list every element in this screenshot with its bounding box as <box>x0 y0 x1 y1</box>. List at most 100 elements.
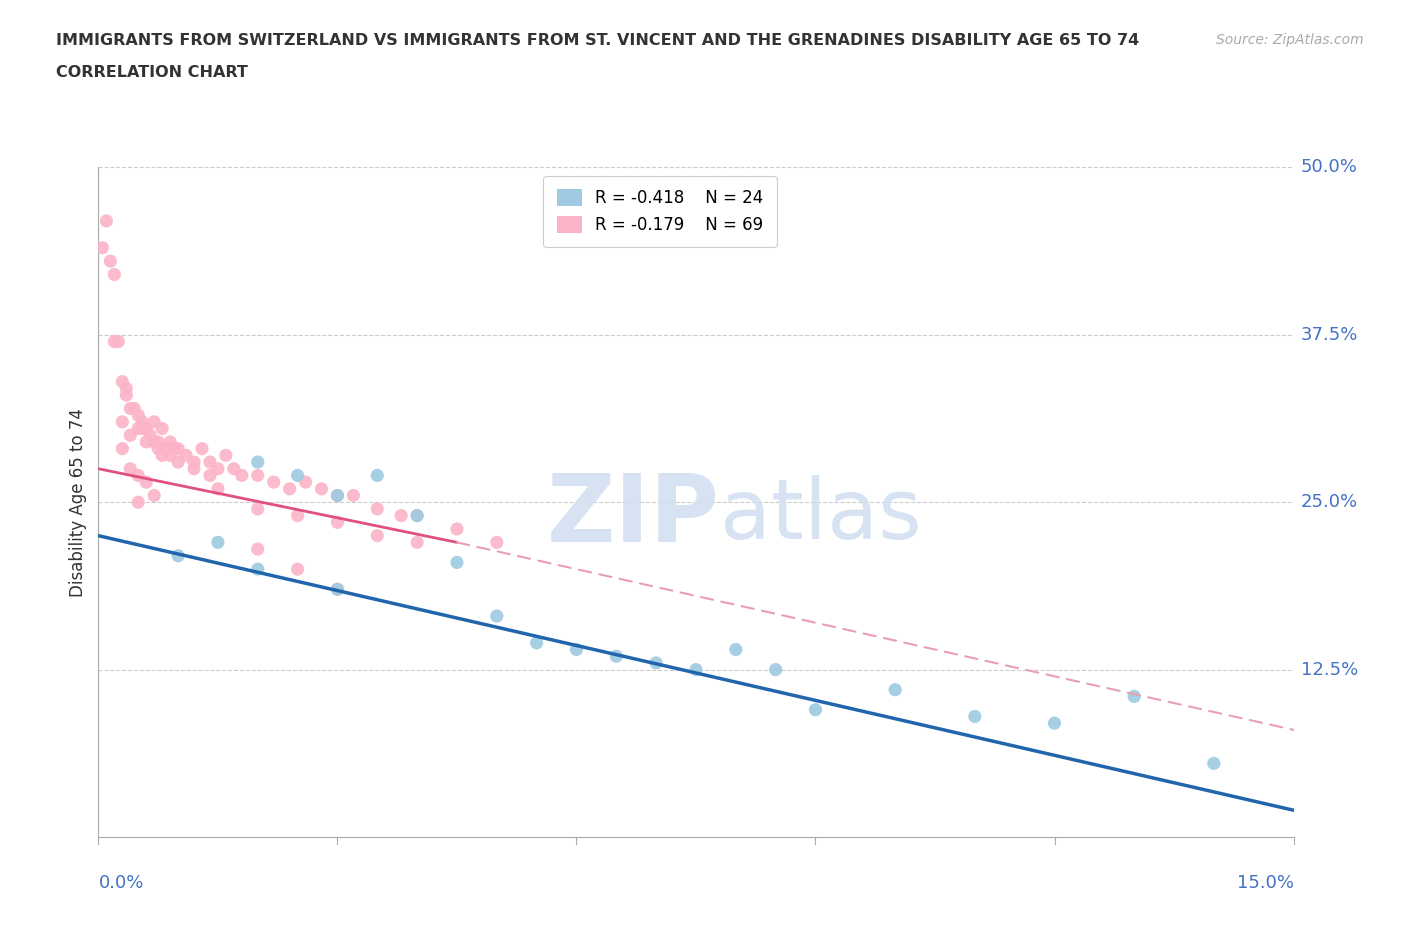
Point <box>98 254 122 269</box>
Point <box>198 455 221 470</box>
Point <box>115 388 138 403</box>
Point <box>804 702 827 717</box>
Point <box>167 441 190 456</box>
Point <box>191 441 214 456</box>
Point <box>406 508 429 523</box>
Point <box>167 549 190 564</box>
Legend: R = -0.418    N = 24, R = -0.179    N = 69: R = -0.418 N = 24, R = -0.179 N = 69 <box>544 176 776 247</box>
Point <box>139 428 162 443</box>
Point <box>107 334 129 349</box>
Point <box>287 562 309 577</box>
Text: 25.0%: 25.0% <box>1301 493 1358 512</box>
Text: atlas: atlas <box>720 475 921 556</box>
Point <box>1123 689 1146 704</box>
Point <box>167 455 190 470</box>
Text: CORRELATION CHART: CORRELATION CHART <box>56 65 247 80</box>
Point <box>159 448 181 463</box>
Point <box>111 374 134 389</box>
Point <box>446 522 468 537</box>
Text: Source: ZipAtlas.com: Source: ZipAtlas.com <box>1216 33 1364 46</box>
Text: ZIP: ZIP <box>547 470 720 562</box>
Point <box>96 214 118 229</box>
Point <box>278 482 301 497</box>
Point <box>526 635 548 650</box>
Point <box>884 683 907 698</box>
Point <box>115 381 138 396</box>
Point <box>294 474 316 489</box>
Point <box>111 441 134 456</box>
Point <box>326 488 349 503</box>
Point <box>765 662 787 677</box>
Point <box>406 535 429 550</box>
Point <box>150 421 173 436</box>
Point <box>963 709 986 724</box>
Point <box>120 401 142 416</box>
Point <box>485 608 508 623</box>
Point <box>143 415 166 430</box>
Point <box>135 434 157 449</box>
Point <box>246 562 269 577</box>
Point <box>207 482 229 497</box>
Point <box>326 582 349 597</box>
Point <box>124 401 146 416</box>
Point <box>231 468 253 483</box>
Text: 0.0%: 0.0% <box>98 874 143 892</box>
Point <box>287 468 309 483</box>
Point <box>150 448 173 463</box>
Point <box>111 415 134 430</box>
Point <box>143 488 166 503</box>
Text: 12.5%: 12.5% <box>1301 660 1358 679</box>
Point <box>485 535 508 550</box>
Point <box>222 461 245 476</box>
Point <box>143 434 166 449</box>
Point <box>326 515 349 530</box>
Point <box>127 468 149 483</box>
Point <box>565 642 588 657</box>
Point <box>263 474 285 489</box>
Point <box>311 482 333 497</box>
Point <box>342 488 364 503</box>
Point <box>724 642 747 657</box>
Y-axis label: Disability Age 65 to 74: Disability Age 65 to 74 <box>69 407 87 597</box>
Point <box>131 415 153 430</box>
Point <box>406 508 429 523</box>
Point <box>103 267 125 282</box>
Point <box>120 428 142 443</box>
Point <box>131 421 153 436</box>
Point <box>183 461 205 476</box>
Text: 50.0%: 50.0% <box>1301 158 1357 177</box>
Point <box>1043 716 1066 731</box>
Point <box>366 501 388 516</box>
Point <box>183 455 205 470</box>
Text: 37.5%: 37.5% <box>1301 326 1358 344</box>
Point <box>159 434 181 449</box>
Point <box>215 448 238 463</box>
Point <box>685 662 707 677</box>
Point <box>287 508 309 523</box>
Point <box>446 555 468 570</box>
Point <box>135 474 157 489</box>
Point <box>174 448 197 463</box>
Point <box>127 407 149 422</box>
Point <box>148 441 170 456</box>
Point <box>207 535 229 550</box>
Point <box>326 488 349 503</box>
Point <box>605 649 627 664</box>
Point <box>389 508 412 523</box>
Text: 15.0%: 15.0% <box>1236 874 1294 892</box>
Point <box>246 541 269 556</box>
Point <box>127 421 149 436</box>
Point <box>246 468 269 483</box>
Point <box>91 240 114 255</box>
Point <box>127 495 149 510</box>
Point <box>135 421 157 436</box>
Point <box>207 461 229 476</box>
Point <box>103 334 125 349</box>
Point <box>246 501 269 516</box>
Point <box>366 468 388 483</box>
Point <box>1202 756 1225 771</box>
Point <box>366 528 388 543</box>
Point <box>163 441 186 456</box>
Point <box>120 461 142 476</box>
Text: IMMIGRANTS FROM SWITZERLAND VS IMMIGRANTS FROM ST. VINCENT AND THE GRENADINES DI: IMMIGRANTS FROM SWITZERLAND VS IMMIGRANT… <box>56 33 1139 47</box>
